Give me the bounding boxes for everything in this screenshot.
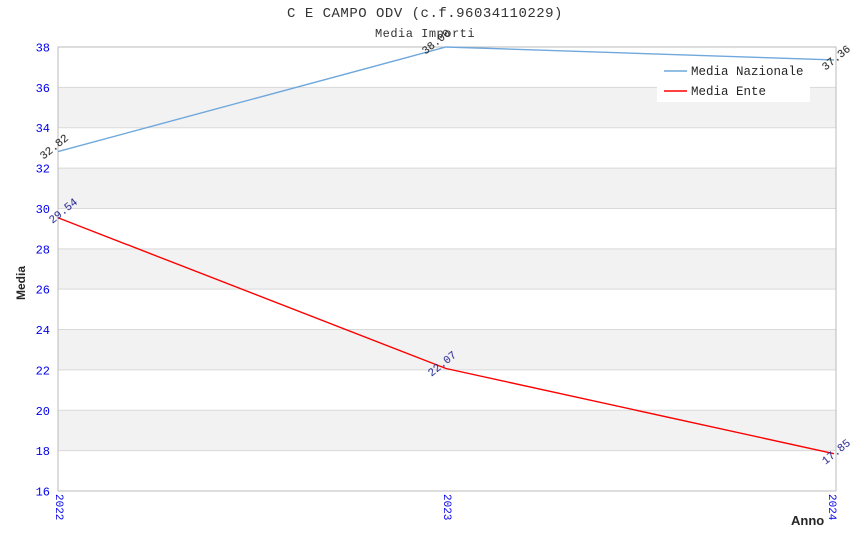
svg-text:16: 16 bbox=[36, 486, 50, 500]
svg-text:34: 34 bbox=[36, 122, 50, 136]
svg-text:24: 24 bbox=[36, 324, 50, 338]
svg-text:28: 28 bbox=[36, 243, 50, 257]
svg-text:30: 30 bbox=[36, 203, 50, 217]
svg-text:36: 36 bbox=[36, 82, 50, 96]
svg-text:32: 32 bbox=[36, 163, 50, 177]
svg-text:20: 20 bbox=[36, 405, 50, 419]
svg-text:26: 26 bbox=[36, 284, 50, 298]
svg-text:38: 38 bbox=[36, 42, 50, 56]
svg-text:18: 18 bbox=[36, 445, 50, 459]
svg-text:22: 22 bbox=[36, 364, 50, 378]
